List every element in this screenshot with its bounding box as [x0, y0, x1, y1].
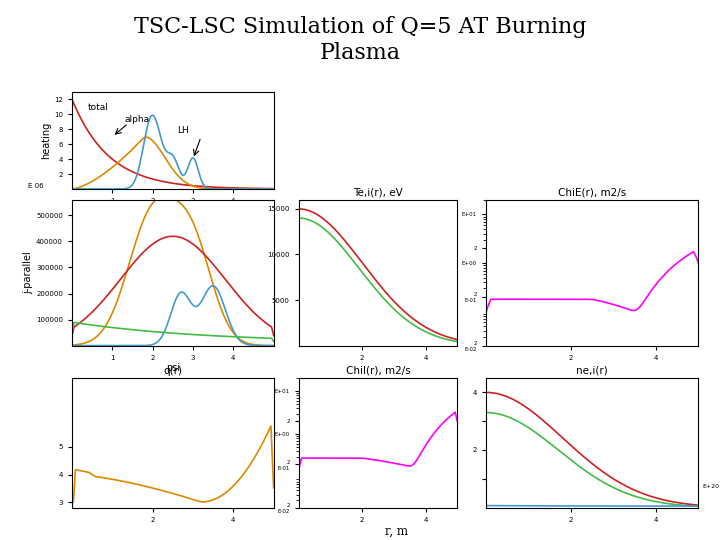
Text: E+20: E+20 — [703, 484, 720, 489]
Text: alpha: alpha — [125, 114, 150, 124]
Text: r, m: r, m — [384, 524, 408, 538]
Title: Te,i(r), eV: Te,i(r), eV — [353, 187, 403, 198]
Title: ne,i(r): ne,i(r) — [576, 366, 608, 376]
Text: TSC-LSC Simulation of Q=5 AT Burning
Plasma: TSC-LSC Simulation of Q=5 AT Burning Pla… — [134, 16, 586, 64]
Title: ChiE(r), m2/s: ChiE(r), m2/s — [558, 187, 626, 198]
Y-axis label: heating: heating — [41, 122, 51, 159]
Text: E 06: E 06 — [27, 183, 43, 189]
Text: LH: LH — [177, 126, 189, 135]
Text: total: total — [88, 104, 109, 112]
X-axis label: psi: psi — [166, 363, 180, 373]
Title: ChiI(r), m2/s: ChiI(r), m2/s — [346, 366, 410, 376]
Y-axis label: j-parallel: j-parallel — [23, 251, 33, 294]
Title: q(r): q(r) — [163, 366, 182, 376]
